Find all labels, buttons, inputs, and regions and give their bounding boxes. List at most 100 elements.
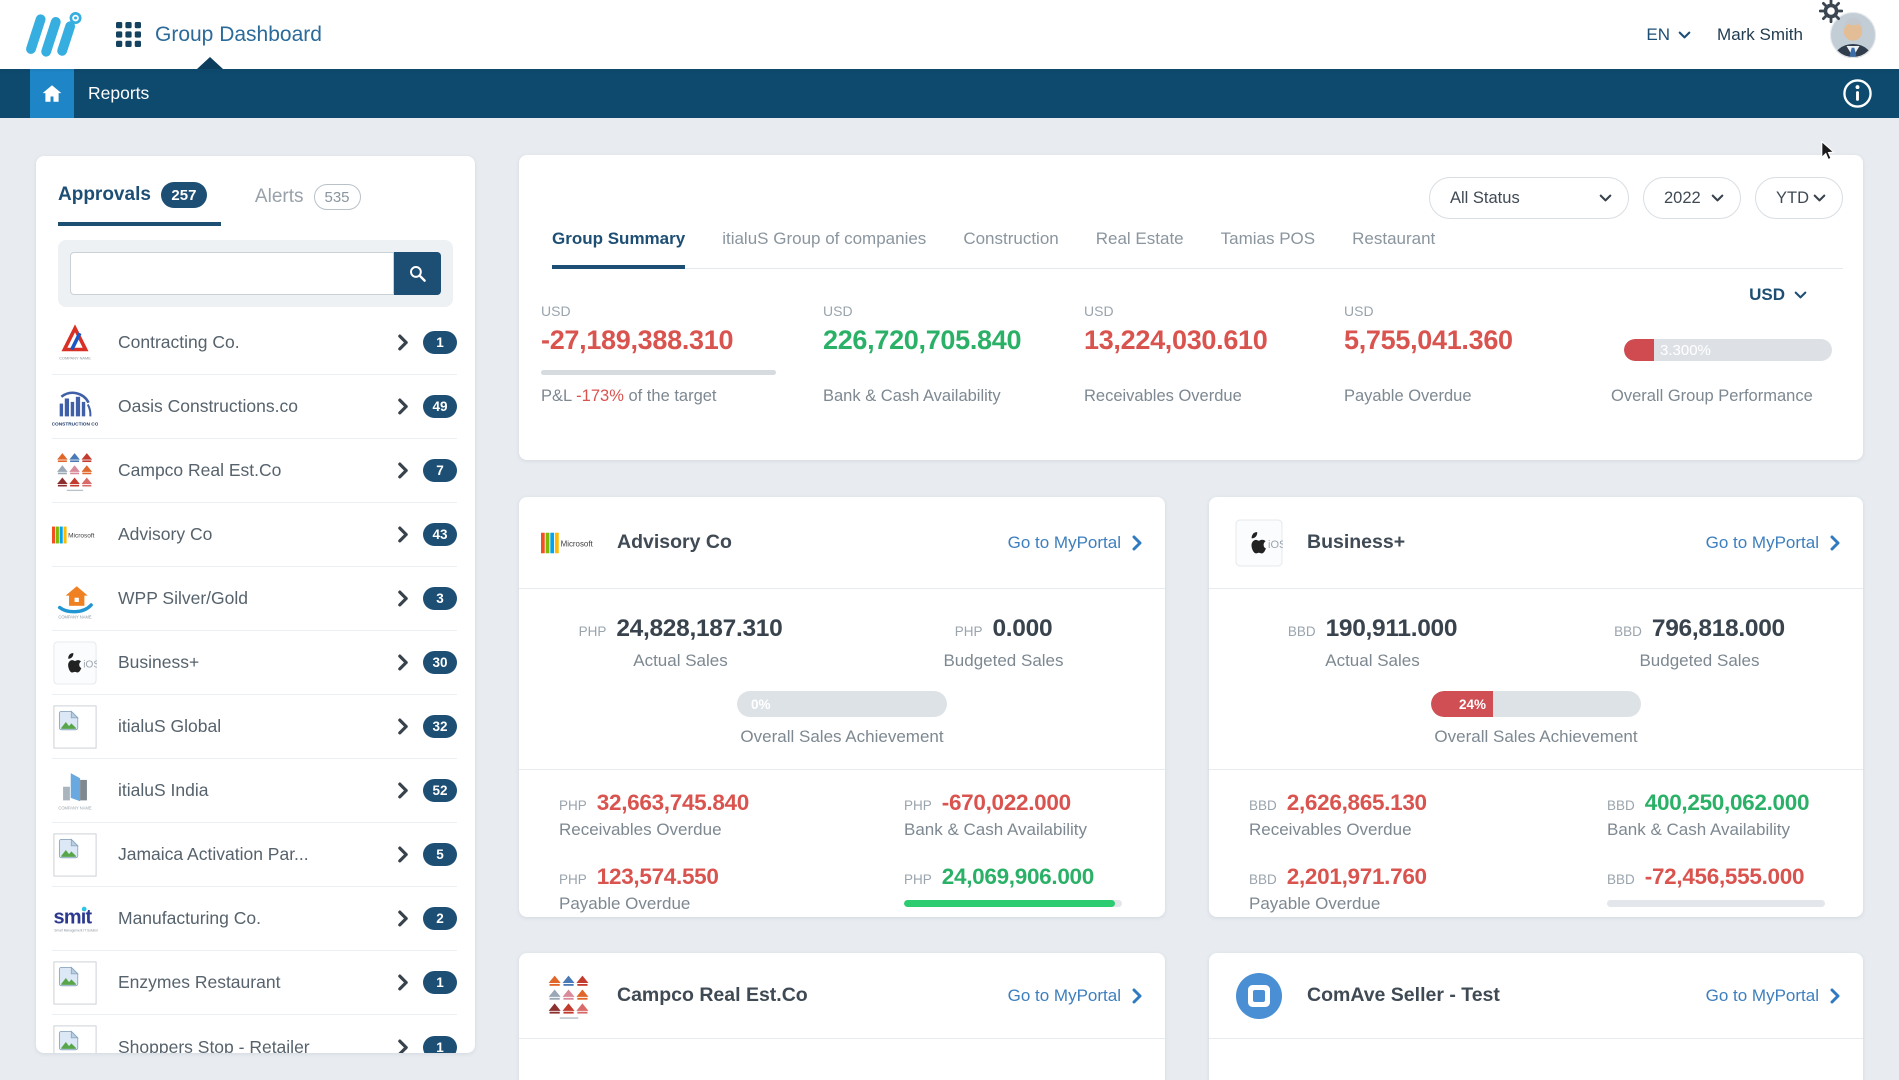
receivables-label: Receivables Overdue bbox=[1249, 820, 1412, 839]
company-name: Advisory Co bbox=[118, 524, 213, 544]
kpi-pnl: USD -27,189,388.310 P&L -173% of the tar… bbox=[541, 303, 776, 406]
company-name: Jamaica Activation Par... bbox=[118, 844, 309, 864]
status-filter-select[interactable]: All Status bbox=[1429, 177, 1629, 219]
company-search bbox=[58, 240, 453, 307]
apple-ios-logo-icon bbox=[1231, 515, 1287, 571]
company-name: Campco Real Est.Co bbox=[118, 460, 282, 480]
home-button[interactable] bbox=[30, 69, 74, 118]
company-list-item-manufacturing[interactable]: Manufacturing Co. 2 bbox=[52, 887, 457, 951]
currency-value: USD bbox=[1749, 285, 1785, 304]
house-swoosh-logo-icon bbox=[52, 576, 98, 622]
company-card-campco: Campco Real Est.Co Go to MyPortal bbox=[519, 953, 1165, 1080]
company-list-item-itialus-global[interactable]: itialuS Global 32 bbox=[52, 695, 457, 759]
approval-count-badge: 32 bbox=[423, 715, 457, 738]
chevron-right-icon bbox=[1131, 535, 1143, 551]
home-icon bbox=[41, 83, 63, 105]
receivables-block: BBD 2,626,865.130 Receivables Overdue bbox=[1249, 790, 1607, 840]
actual-sales-value: 24,828,187.310 bbox=[616, 615, 783, 642]
tab-real-estate[interactable]: Real Estate bbox=[1095, 229, 1184, 248]
payable-block: PHP 123,574.550 Payable Overdue bbox=[559, 864, 904, 917]
alerts-count-badge: 535 bbox=[313, 184, 361, 210]
bank-cash-block: BBD 400,250,062.000 Bank & Cash Availabil… bbox=[1607, 790, 1839, 840]
company-name: WPP Silver/Gold bbox=[118, 588, 248, 608]
image-placeholder-icon bbox=[52, 960, 98, 1006]
image-placeholder-icon bbox=[52, 832, 98, 878]
tab-tamias-pos[interactable]: Tamias POS bbox=[1220, 229, 1316, 248]
approvals-panel: Approvals 257 Alerts 535 Contracting Co.… bbox=[36, 156, 475, 1053]
link-label: Go to MyPortal bbox=[1007, 985, 1121, 1005]
go-to-myportal-link[interactable]: Go to MyPortal bbox=[1706, 533, 1841, 553]
smit-logo-icon bbox=[52, 896, 98, 942]
company-card-comave: ComAve Seller - Test Go to MyPortal bbox=[1209, 953, 1863, 1080]
tab-restaurant[interactable]: Restaurant bbox=[1352, 229, 1436, 248]
card-title: Business+ bbox=[1307, 531, 1406, 553]
company-list-item-advisory[interactable]: Advisory Co 43 bbox=[52, 503, 457, 567]
company-list-item-business[interactable]: Business+ 30 bbox=[52, 631, 457, 695]
bank-cash-value: -670,022.000 bbox=[941, 790, 1071, 815]
info-icon[interactable] bbox=[1842, 78, 1873, 109]
tab-alerts[interactable]: Alerts 535 bbox=[255, 182, 373, 226]
language-selector[interactable]: EN bbox=[1646, 25, 1691, 45]
company-list-item-shoppers[interactable]: Shoppers Stop - Retailer 1 bbox=[52, 1015, 457, 1053]
tab-group-summary[interactable]: Group Summary bbox=[552, 229, 686, 269]
year-filter-select[interactable]: 2022 bbox=[1643, 177, 1741, 219]
kpi-currency: USD bbox=[1344, 303, 1374, 319]
company-list-item-oasis[interactable]: Oasis Constructions.co 49 bbox=[52, 375, 457, 439]
chevron-right-icon bbox=[397, 910, 409, 927]
company-list-item-wpp[interactable]: WPP Silver/Gold 3 bbox=[52, 567, 457, 631]
status-filter-value: All Status bbox=[1450, 188, 1520, 207]
chevron-down-icon bbox=[1678, 31, 1691, 39]
company-list-item-campco[interactable]: Campco Real Est.Co 7 bbox=[52, 439, 457, 503]
receivables-value: 32,663,745.840 bbox=[596, 790, 750, 815]
app-header: Group Dashboard EN Mark Smith bbox=[0, 0, 1899, 69]
kpi-value: 5,755,041.360 bbox=[1344, 325, 1513, 355]
approval-count-badge: 1 bbox=[423, 1035, 457, 1053]
receivables-block: PHP 32,663,745.840 Receivables Overdue bbox=[559, 790, 904, 840]
company-name: Enzymes Restaurant bbox=[118, 972, 281, 992]
period-filter-select[interactable]: YTD bbox=[1755, 177, 1843, 219]
go-to-myportal-link[interactable]: Go to MyPortal bbox=[1008, 533, 1143, 553]
gear-icon[interactable] bbox=[1819, 0, 1843, 23]
company-list-item-contracting[interactable]: Contracting Co. 1 bbox=[52, 311, 457, 375]
tab-itialus-group[interactable]: itialuS Group of companies bbox=[722, 229, 927, 248]
company-card-advisory: Advisory Co Go to MyPortal PHP 24,828,187… bbox=[519, 497, 1165, 917]
payable-label: Payable Overdue bbox=[1249, 894, 1381, 913]
sales-achievement-block: 0% Overall Sales Achievement bbox=[519, 691, 1165, 747]
company-list-item-enzymes[interactable]: Enzymes Restaurant 1 bbox=[52, 951, 457, 1015]
sales-achievement-label: Overall Sales Achievement bbox=[740, 727, 944, 746]
tab-approvals[interactable]: Approvals 257 bbox=[58, 182, 221, 226]
link-label: Go to MyPortal bbox=[1705, 985, 1819, 1005]
company-name: Manufacturing Co. bbox=[118, 908, 261, 928]
pnl-caption: P&L 97% of the target bbox=[904, 915, 1141, 917]
pnl-progress-track bbox=[541, 370, 776, 375]
card-title: Campco Real Est.Co bbox=[617, 984, 808, 1006]
approval-count-badge: 1 bbox=[423, 971, 457, 994]
group-summary-panel: All Status 2022 YTD Group Summary itialu… bbox=[519, 155, 1863, 460]
brand-logo-icon[interactable] bbox=[22, 10, 88, 60]
user-menu[interactable] bbox=[1829, 11, 1877, 59]
pnl-value: 24,069,906.000 bbox=[941, 864, 1095, 889]
language-label: EN bbox=[1646, 24, 1671, 44]
pnl-block: BBD-72,456,555.000 P&L -3264% of the tar… bbox=[1607, 864, 1839, 917]
approval-count-badge: 2 bbox=[423, 907, 457, 930]
company-list-item-jamaica[interactable]: Jamaica Activation Par... 5 bbox=[52, 823, 457, 887]
approvals-count-badge: 257 bbox=[160, 182, 207, 208]
apps-grid-icon[interactable] bbox=[116, 22, 141, 47]
company-list-item-itialus-india[interactable]: itialuS India 52 bbox=[52, 759, 457, 823]
actual-sales-label: Actual Sales bbox=[633, 651, 728, 670]
chevron-down-icon bbox=[1599, 194, 1612, 202]
search-button[interactable] bbox=[394, 252, 441, 295]
go-to-myportal-link[interactable]: Go to MyPortal bbox=[1706, 986, 1841, 1006]
budgeted-sales-block: PHP 0.000 Budgeted Sales bbox=[943, 615, 1064, 670]
approval-count-badge: 3 bbox=[423, 587, 457, 610]
microsoft-logo-icon bbox=[52, 512, 98, 558]
currency-selector[interactable]: USD bbox=[1749, 285, 1807, 305]
search-input[interactable] bbox=[70, 252, 394, 295]
image-placeholder-icon bbox=[52, 1024, 98, 1053]
search-icon bbox=[408, 264, 427, 283]
kpi-payable: USD 5,755,041.360 Payable Overdue bbox=[1344, 303, 1513, 406]
go-to-myportal-link[interactable]: Go to MyPortal bbox=[1008, 986, 1143, 1006]
breadcrumb-bar: Reports bbox=[0, 69, 1899, 118]
tab-construction[interactable]: Construction bbox=[963, 229, 1059, 248]
